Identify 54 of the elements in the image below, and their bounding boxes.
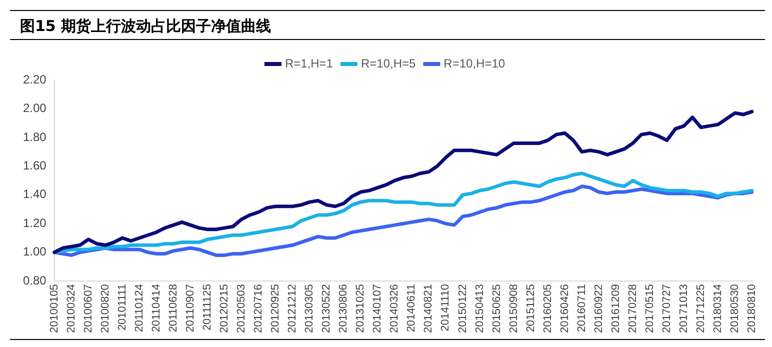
x-tick-label: 20111125: [202, 284, 214, 331]
x-tick-label: 20130522: [320, 284, 333, 334]
x-tick-label: 20131025: [354, 284, 367, 334]
x-tick-label: 20120215: [218, 284, 231, 334]
x-tick-label: 20110907: [184, 284, 197, 332]
x-tick-label: 20110414: [150, 284, 162, 332]
x-tick-label: 20180530: [729, 284, 742, 334]
x-tick-label: 20151125: [524, 284, 537, 332]
x-tick-label: 20110124: [133, 284, 146, 332]
x-tick-label: 20130305: [304, 284, 316, 334]
y-tick-label: 1.40: [22, 187, 47, 202]
x-tick-label: 20140821: [422, 284, 435, 334]
y-tick-label: 1.60: [22, 158, 47, 172]
legend-label: R=10,H=5: [360, 56, 416, 70]
legend-label: R=1,H=1: [284, 56, 334, 70]
x-tick-label: 20170228: [626, 284, 639, 334]
x-tick-label: 20101111: [116, 284, 128, 331]
x-tick-label: 20130806: [338, 284, 350, 334]
x-tick-label: 20160426: [558, 284, 571, 334]
x-tick-label: 20150122: [456, 284, 469, 334]
x-tick-label: 20161209: [610, 284, 622, 334]
x-tick-label: 20160922: [592, 284, 605, 334]
legend-label: R=10,H=10: [444, 56, 506, 70]
x-tick-label: 20150908: [508, 284, 520, 334]
x-tick-label: 20170727: [660, 284, 673, 334]
x-tick-label: 20150413: [474, 284, 486, 334]
y-tick-label: 0.80: [22, 273, 47, 288]
x-tick-label: 20110628: [167, 284, 180, 332]
y-tick-label: 1.00: [22, 244, 47, 259]
x-tick-label: 20121212: [286, 284, 299, 334]
x-tick-label: 20120716: [252, 284, 265, 334]
x-tick-label: 20140611: [406, 284, 418, 332]
x-tick-label: 20120503: [236, 284, 248, 334]
x-tick-label: 20100607: [82, 284, 94, 334]
x-tick-label: 20160205: [542, 284, 554, 334]
x-tick-label: 20171225: [694, 284, 707, 334]
x-tick-label: 20171013: [678, 284, 690, 334]
y-tick-label: 2.20: [22, 72, 47, 86]
x-tick-label: 20140107: [372, 284, 384, 334]
x-tick-label: 20150625: [490, 284, 503, 334]
x-tick-label: 20100324: [65, 284, 78, 334]
x-tick-label: 20140326: [388, 284, 401, 334]
x-tick-label: 20120925: [270, 284, 282, 334]
x-tick-label: 20100105: [48, 284, 60, 334]
y-tick-label: 1.80: [22, 130, 47, 144]
x-tick-label: 20180810: [746, 284, 758, 334]
y-tick-label: 1.20: [22, 216, 47, 230]
x-tick-label: 20160711: [576, 284, 588, 332]
x-tick-label: 20180314: [712, 284, 724, 334]
x-tick-label: 20141110: [440, 284, 452, 332]
y-tick-label: 2.00: [22, 101, 47, 116]
chart-title: 图15 期货上行波动占比因子净值曲线: [10, 10, 765, 40]
x-tick-label: 20100820: [99, 284, 112, 334]
x-tick-label: 20170515: [644, 284, 656, 334]
